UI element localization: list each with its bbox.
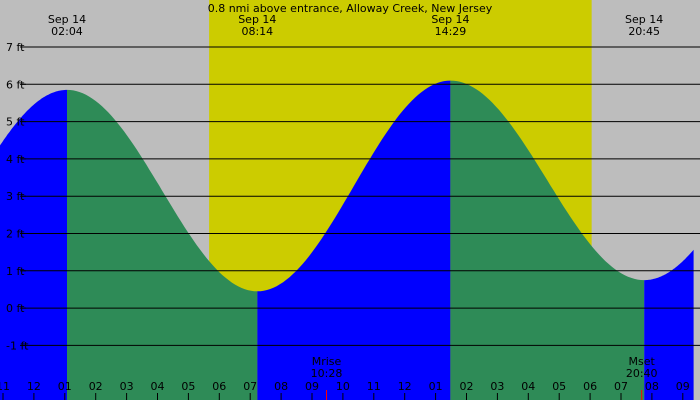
x-tick-label: 02 xyxy=(89,380,103,393)
chart-title: 0.8 nmi above entrance, Alloway Creek, N… xyxy=(208,2,493,15)
x-tick-label: 11 xyxy=(0,380,10,393)
falling-tide-segment xyxy=(67,89,258,400)
x-tick-label: 01 xyxy=(429,380,443,393)
y-tick-label: 7 ft xyxy=(6,41,25,54)
rising-tide-segment xyxy=(644,249,694,400)
extreme-time-label: 20:45 xyxy=(628,25,660,38)
y-tick-label: 2 ft xyxy=(6,228,25,241)
x-tick-label: 12 xyxy=(27,380,41,393)
x-tick-label: 06 xyxy=(212,380,226,393)
y-axis-ticks: 7 ft 6 ft 5 ft 4 ft 3 ft 2 ft 1 ft 0 ft -1 ft xyxy=(6,41,29,352)
x-tick-label: 03 xyxy=(120,380,134,393)
x-tick-label: 09 xyxy=(305,380,319,393)
extreme-time-label: 02:04 xyxy=(51,25,83,38)
extreme-time-label: 08:14 xyxy=(241,25,273,38)
x-tick-label: 05 xyxy=(552,380,566,393)
rising-tide-segment xyxy=(0,89,67,400)
y-tick-label: 6 ft xyxy=(6,78,25,91)
extreme-date-label: Sep 14 xyxy=(238,13,276,26)
y-tick-label: 0 ft xyxy=(6,302,25,315)
x-tick-label: 01 xyxy=(58,380,72,393)
x-tick-label: 03 xyxy=(490,380,504,393)
x-axis-ticks: 11 12 01 02 03 04 05 06 07 08 09 10 11 12 01 02 03 04 05 06… xyxy=(0,380,690,400)
x-tick-label: 08 xyxy=(645,380,659,393)
x-tick-label: 07 xyxy=(614,380,628,393)
tide-area xyxy=(0,80,694,400)
extreme-date-label: Sep 14 xyxy=(625,13,663,26)
x-tick-label: 12 xyxy=(398,380,412,393)
x-tick-label: 10 xyxy=(336,380,350,393)
moon-event-label: Mrise xyxy=(312,355,342,368)
rising-tide-segment xyxy=(257,80,451,400)
x-tick-label: 08 xyxy=(274,380,288,393)
x-tick-label: 04 xyxy=(521,380,535,393)
grid-lines xyxy=(22,46,700,346)
y-tick-label: -1 ft xyxy=(6,339,29,352)
extreme-date-label: Sep 14 xyxy=(431,13,469,26)
y-tick-label: 3 ft xyxy=(6,190,25,203)
y-tick-label: 4 ft xyxy=(6,153,25,166)
extreme-time-label: 14:29 xyxy=(435,25,467,38)
x-tick-label: 05 xyxy=(181,380,195,393)
falling-tide-segment xyxy=(450,80,645,400)
moon-event-time: 20:40 xyxy=(626,367,658,380)
x-tick-label: 06 xyxy=(583,380,597,393)
y-tick-label: 1 ft xyxy=(6,265,25,278)
moon-event-label: Mset xyxy=(629,355,656,368)
y-tick-label: 5 ft xyxy=(6,116,25,129)
x-tick-label: 11 xyxy=(367,380,381,393)
x-tick-label: 07 xyxy=(243,380,257,393)
x-tick-label: 02 xyxy=(460,380,474,393)
x-tick-label: 04 xyxy=(151,380,165,393)
extreme-date-label: Sep 14 xyxy=(48,13,86,26)
x-tick-label: 09 xyxy=(676,380,690,393)
moon-event-time: 10:28 xyxy=(311,367,343,380)
